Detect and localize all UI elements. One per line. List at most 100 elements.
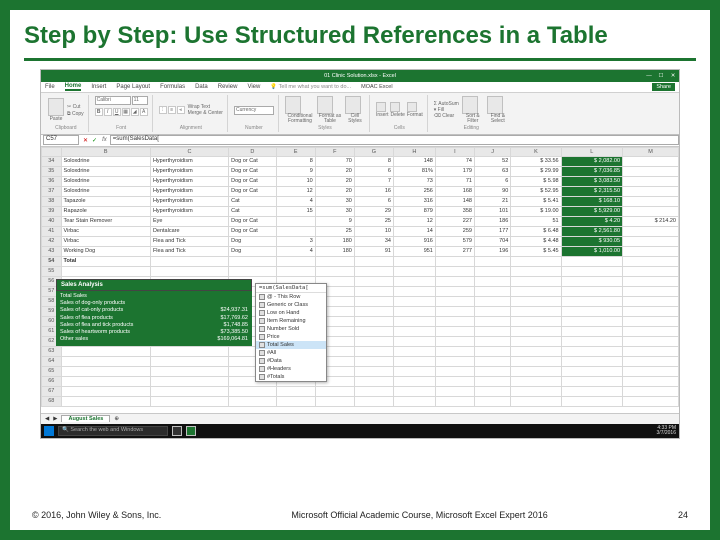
start-button[interactable] (44, 426, 54, 436)
cell[interactable] (61, 356, 150, 366)
delete-cells-button[interactable]: Delete (390, 102, 404, 118)
cell[interactable]: $ 4.20 (561, 216, 622, 226)
col-M[interactable]: M (623, 147, 679, 156)
cell[interactable]: 20 (315, 176, 354, 186)
cell[interactable] (474, 326, 510, 336)
cell[interactable] (354, 276, 393, 286)
clear-button[interactable]: ⌫ Clear (434, 113, 459, 119)
cell[interactable] (229, 386, 276, 396)
row-header[interactable]: 63 (42, 346, 62, 356)
cell[interactable]: $ 4.48 (511, 236, 561, 246)
cell[interactable] (435, 396, 474, 406)
cell[interactable]: 148 (435, 196, 474, 206)
cell[interactable]: $ 33.56 (511, 156, 561, 166)
cell[interactable] (354, 346, 393, 356)
cell[interactable] (393, 326, 435, 336)
border-button[interactable]: ▦ (122, 108, 130, 116)
cell[interactable] (511, 336, 561, 346)
row-header[interactable]: 66 (42, 376, 62, 386)
cell[interactable]: Hyperthyroidism (150, 176, 228, 186)
cell[interactable]: 91 (354, 246, 393, 256)
cell[interactable] (474, 336, 510, 346)
cell[interactable]: 12 (276, 186, 315, 196)
cell[interactable]: 358 (435, 206, 474, 216)
cell[interactable] (561, 286, 622, 296)
col-C[interactable]: C (150, 147, 228, 156)
cell[interactable]: 10 (276, 176, 315, 186)
cell[interactable] (561, 396, 622, 406)
fill-color-button[interactable]: ◢ (131, 108, 139, 116)
tab-review[interactable]: Review (218, 84, 238, 90)
cell[interactable]: Soloxdrine (61, 186, 150, 196)
cell[interactable] (623, 336, 679, 346)
cell[interactable]: 9 (276, 166, 315, 176)
row-header[interactable]: 55 (42, 266, 62, 276)
conditional-formatting-button[interactable]: Conditional Formatting (285, 96, 315, 124)
cell[interactable] (623, 346, 679, 356)
cell[interactable]: Soloxdrine (61, 156, 150, 166)
cell[interactable] (150, 356, 228, 366)
merge-center-button[interactable]: Merge & Center (188, 110, 223, 116)
col-E[interactable]: E (276, 147, 315, 156)
cell[interactable]: 30 (315, 196, 354, 206)
cell[interactable] (561, 376, 622, 386)
cell[interactable] (511, 326, 561, 336)
font-family-select[interactable]: Calibri (95, 96, 131, 105)
cell[interactable]: 25 (315, 226, 354, 236)
row-header[interactable]: 38 (42, 196, 62, 206)
cell[interactable] (276, 266, 315, 276)
cell[interactable] (393, 346, 435, 356)
cell[interactable]: 12 (393, 216, 435, 226)
cell[interactable]: 4 (276, 246, 315, 256)
cell[interactable]: 8 (354, 156, 393, 166)
cell[interactable] (511, 396, 561, 406)
cell[interactable]: 81% (393, 166, 435, 176)
row-header[interactable]: 42 (42, 236, 62, 246)
row-header[interactable]: 40 (42, 216, 62, 226)
cell[interactable] (511, 306, 561, 316)
cell[interactable]: Dog or Cat (229, 166, 276, 176)
select-all-corner[interactable] (42, 147, 62, 156)
autocomplete-item[interactable]: Total Sales (256, 341, 326, 349)
cell[interactable]: 7 (354, 176, 393, 186)
cell[interactable]: 9 (315, 216, 354, 226)
row-header[interactable]: 54 (42, 256, 62, 266)
row-header[interactable]: 43 (42, 246, 62, 256)
tab-file[interactable]: File (45, 84, 55, 90)
copy-button[interactable]: ⧉ Copy (67, 111, 84, 117)
cell[interactable] (61, 396, 150, 406)
cell[interactable]: 73 (393, 176, 435, 186)
autocomplete-item[interactable]: #Totals (256, 373, 326, 381)
cell[interactable] (229, 266, 276, 276)
tab-home[interactable]: Home (65, 83, 82, 91)
cell[interactable]: 20 (315, 166, 354, 176)
cell[interactable]: $ 19.00 (511, 206, 561, 216)
cell[interactable] (623, 296, 679, 306)
cell[interactable] (150, 396, 228, 406)
cell[interactable] (561, 346, 622, 356)
cell[interactable] (393, 316, 435, 326)
cell[interactable] (623, 246, 679, 256)
paste-button[interactable]: Paste (48, 98, 64, 122)
autocomplete-item[interactable]: Low on Hand (256, 309, 326, 317)
cell[interactable] (623, 156, 679, 166)
autocomplete-item[interactable]: Item Remaining (256, 317, 326, 325)
cell[interactable] (435, 316, 474, 326)
cell[interactable]: 10 (354, 226, 393, 236)
cell[interactable]: Cat (229, 206, 276, 216)
cell[interactable] (150, 366, 228, 376)
cell[interactable] (150, 266, 228, 276)
cell[interactable]: 879 (393, 206, 435, 216)
cell[interactable] (623, 356, 679, 366)
cell[interactable] (393, 336, 435, 346)
cell[interactable] (354, 366, 393, 376)
formula-input[interactable]: =sum(SalesData[ (110, 135, 679, 145)
cell[interactable]: Hyperthyroidism (150, 206, 228, 216)
cell[interactable] (61, 386, 150, 396)
underline-button[interactable]: U (113, 108, 121, 116)
cell[interactable]: Flea and Tick (150, 236, 228, 246)
cell[interactable]: $ 6.48 (511, 226, 561, 236)
col-J[interactable]: J (474, 147, 510, 156)
cell[interactable] (150, 376, 228, 386)
cell[interactable]: Virbac (61, 236, 150, 246)
